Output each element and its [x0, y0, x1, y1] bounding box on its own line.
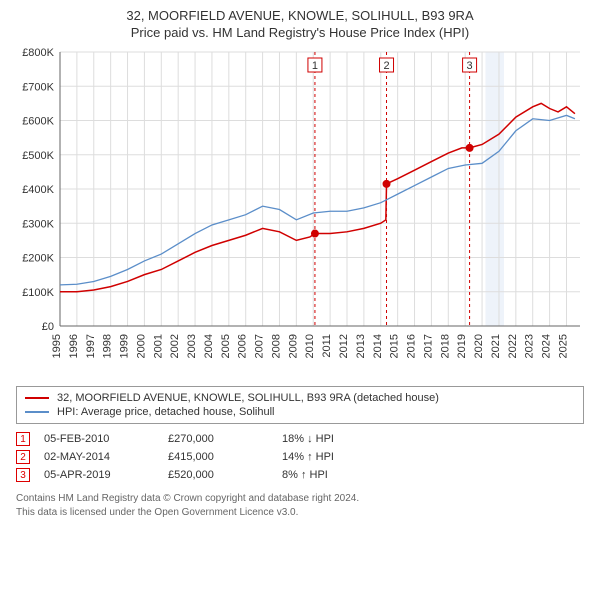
sale-price: £415,000 [168, 451, 268, 463]
legend: 32, MOORFIELD AVENUE, KNOWLE, SOLIHULL, … [16, 386, 584, 424]
sales-row: 3 05-APR-2019 £520,000 8% ↑ HPI [16, 466, 584, 484]
title-block: 32, MOORFIELD AVENUE, KNOWLE, SOLIHULL, … [10, 8, 590, 40]
legend-swatch [25, 397, 49, 399]
y-tick-label: £200K [22, 253, 54, 265]
x-tick-label: 2008 [270, 334, 282, 358]
legend-row: HPI: Average price, detached house, Soli… [25, 405, 575, 419]
x-tick-label: 2001 [152, 334, 164, 358]
x-tick-label: 1996 [68, 334, 80, 358]
sale-marker-dot [311, 230, 319, 238]
x-tick-label: 2009 [287, 334, 299, 358]
x-tick-label: 1995 [51, 334, 63, 358]
footer-line1: Contains HM Land Registry data © Crown c… [16, 492, 584, 506]
x-tick-label: 2020 [473, 334, 485, 358]
sale-index-box: 3 [16, 468, 30, 482]
sale-marker-dot [466, 144, 474, 152]
y-tick-label: £100K [22, 287, 54, 299]
x-tick-label: 2011 [321, 334, 333, 358]
footer: Contains HM Land Registry data © Crown c… [16, 492, 584, 519]
footer-line2: This data is licensed under the Open Gov… [16, 506, 584, 520]
x-tick-label: 2002 [169, 334, 181, 358]
x-tick-label: 1998 [102, 334, 114, 358]
x-tick-label: 2000 [135, 334, 147, 358]
sale-price: £270,000 [168, 433, 268, 445]
sale-date: 02-MAY-2014 [44, 451, 154, 463]
sales-table: 1 05-FEB-2010 £270,000 18% ↓ HPI 2 02-MAY-201… [16, 430, 584, 484]
legend-row: 32, MOORFIELD AVENUE, KNOWLE, SOLIHULL, … [25, 391, 575, 405]
sale-marker-number: 1 [312, 60, 318, 72]
title-subtitle: Price paid vs. HM Land Registry's House … [10, 25, 590, 40]
x-tick-label: 1999 [119, 334, 131, 358]
x-tick-label: 2024 [541, 334, 553, 358]
sale-index-box: 1 [16, 432, 30, 446]
y-tick-label: £0 [42, 321, 54, 333]
x-tick-label: 2017 [422, 334, 434, 358]
sale-date: 05-FEB-2010 [44, 433, 154, 445]
x-tick-label: 2015 [389, 334, 401, 358]
sale-marker-dot [383, 180, 391, 188]
y-tick-label: £400K [22, 184, 54, 196]
x-tick-label: 2018 [439, 334, 451, 358]
x-tick-label: 2003 [186, 334, 198, 358]
x-tick-label: 2021 [490, 334, 502, 358]
x-tick-label: 2022 [507, 334, 519, 358]
sale-date: 05-APR-2019 [44, 469, 154, 481]
x-tick-label: 2016 [406, 334, 418, 358]
sale-marker-number: 3 [467, 60, 473, 72]
x-tick-label: 2006 [237, 334, 249, 358]
chart: £0 £100K £200K £300K £400K £500K £600K £700K £80… [10, 46, 590, 376]
x-tick-label: 2010 [304, 334, 316, 358]
x-tick-label: 2019 [456, 334, 468, 358]
y-tick-label: £300K [22, 218, 54, 230]
x-tick-label: 2014 [372, 334, 384, 358]
y-tick-label: £800K [22, 47, 54, 59]
sale-index-box: 2 [16, 450, 30, 464]
legend-label: 32, MOORFIELD AVENUE, KNOWLE, SOLIHULL, … [57, 392, 439, 404]
sale-price: £520,000 [168, 469, 268, 481]
sale-marker-number: 2 [383, 60, 389, 72]
sale-pct: 8% ↑ HPI [282, 469, 372, 481]
x-tick-label: 2007 [254, 334, 266, 358]
x-tick-label: 2012 [338, 334, 350, 358]
sales-row: 2 02-MAY-2014 £415,000 14% ↑ HPI [16, 448, 584, 466]
legend-swatch [25, 411, 49, 413]
page-root: 32, MOORFIELD AVENUE, KNOWLE, SOLIHULL, … [0, 0, 600, 525]
sale-pct: 18% ↓ HPI [282, 433, 372, 445]
title-address: 32, MOORFIELD AVENUE, KNOWLE, SOLIHULL, … [10, 8, 590, 23]
x-tick-label: 2004 [203, 334, 215, 358]
x-tick-label: 1997 [85, 334, 97, 358]
x-tick-label: 2023 [524, 334, 536, 358]
sale-pct: 14% ↑ HPI [282, 451, 372, 463]
x-tick-label: 2005 [220, 334, 232, 358]
x-tick-label: 2013 [355, 334, 367, 358]
legend-label: HPI: Average price, detached house, Soli… [57, 406, 275, 418]
y-tick-label: £700K [22, 81, 54, 93]
x-tick-label: 2025 [557, 334, 569, 358]
y-tick-label: £500K [22, 150, 54, 162]
sales-row: 1 05-FEB-2010 £270,000 18% ↓ HPI [16, 430, 584, 448]
chart-svg: £0 £100K £200K £300K £400K £500K £600K £700K £80… [10, 46, 590, 376]
y-tick-label: £600K [22, 116, 54, 128]
